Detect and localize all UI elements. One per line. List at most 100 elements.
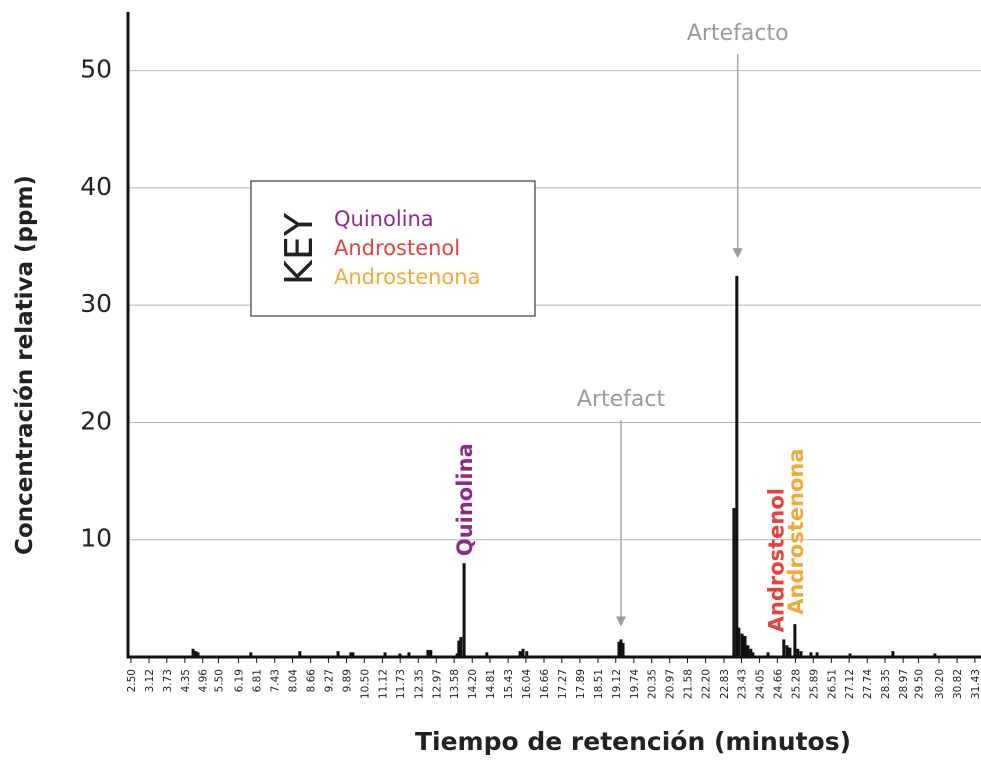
x-tick-label: 25.28 xyxy=(790,669,802,699)
annotation-label: Artefacto xyxy=(687,21,789,46)
x-tick-label: 9.27 xyxy=(323,669,335,692)
x-tick-label: 18.51 xyxy=(593,669,605,699)
x-tick-label: 22.83 xyxy=(719,669,731,699)
bar xyxy=(249,652,253,657)
bar xyxy=(398,653,402,657)
y-axis-label: Concentración relativa (ppm) xyxy=(12,175,38,555)
x-tick-label: 25.89 xyxy=(808,669,820,699)
y-tick-label: 40 xyxy=(80,172,112,201)
x-tick-label: 12.35 xyxy=(413,669,425,699)
bar xyxy=(196,652,200,657)
bar xyxy=(933,653,937,657)
bar xyxy=(848,653,852,657)
x-tick-label: 16.66 xyxy=(539,669,551,699)
x-tick-label: 19.12 xyxy=(611,669,623,699)
y-tick-label: 30 xyxy=(80,289,112,318)
bar xyxy=(735,275,739,657)
x-tick-label: 17.27 xyxy=(557,669,569,699)
x-tick-label: 14.20 xyxy=(467,669,479,699)
legend-entry: Quinolina xyxy=(334,207,434,231)
x-tick-label: 11.12 xyxy=(377,669,389,699)
x-axis-label: Tiempo de retención (minutos) xyxy=(415,727,851,756)
x-tick-label: 8.66 xyxy=(306,669,318,693)
x-tick-label: 12.97 xyxy=(431,669,443,699)
x-tick-label: 4.96 xyxy=(198,669,210,693)
bar xyxy=(749,648,753,657)
x-tick-label: 19.74 xyxy=(629,669,641,699)
y-tick-label: 20 xyxy=(80,406,112,435)
bar xyxy=(336,651,340,657)
x-tick-label: 4.35 xyxy=(180,669,192,692)
bar xyxy=(809,652,813,657)
bar xyxy=(891,651,895,657)
x-tick-label: 7.43 xyxy=(270,669,282,692)
x-tick-label: 3.73 xyxy=(162,669,174,692)
arrow-head xyxy=(616,616,627,627)
x-tick-label: 17.89 xyxy=(575,669,587,699)
bar xyxy=(485,652,489,657)
x-tick-label: 26.51 xyxy=(826,669,838,699)
x-tick-label: 31.43 xyxy=(970,669,981,699)
bar xyxy=(462,563,466,657)
bar xyxy=(518,651,522,657)
x-tick-label: 23.43 xyxy=(736,669,748,699)
x-tick-label: 5.50 xyxy=(213,669,225,692)
x-tick-label: 13.58 xyxy=(449,669,461,699)
x-tick-label: 29.50 xyxy=(914,669,926,699)
x-tick-label: 15.43 xyxy=(503,669,515,699)
bar xyxy=(349,652,353,657)
bar xyxy=(751,652,755,657)
x-tick-label: 14.81 xyxy=(485,669,497,699)
bar xyxy=(799,651,803,657)
bar xyxy=(459,637,463,657)
x-tick-label: 30.20 xyxy=(934,669,946,699)
x-tick-label: 10.50 xyxy=(359,669,371,699)
bar xyxy=(383,652,387,657)
x-tick-label: 8.04 xyxy=(288,669,300,693)
x-tick-label: 27.12 xyxy=(844,669,856,699)
legend-entry: Androstenol xyxy=(334,236,460,260)
bar xyxy=(194,651,198,657)
bar xyxy=(525,651,529,657)
x-tick-label: 21.58 xyxy=(683,669,695,699)
bar xyxy=(351,652,355,657)
bar xyxy=(426,649,430,657)
bar xyxy=(732,508,736,657)
bar xyxy=(621,642,625,657)
x-tick-label: 28.97 xyxy=(898,669,910,699)
y-tick-label: 10 xyxy=(80,524,112,553)
key-title: KEY xyxy=(277,212,321,285)
x-tick-label: 6.19 xyxy=(234,669,246,692)
x-tick-label: 20.35 xyxy=(647,669,659,699)
bar xyxy=(788,647,792,657)
bar xyxy=(793,624,797,657)
bar xyxy=(521,648,525,657)
legend-entry: Androstenona xyxy=(334,265,480,289)
bar xyxy=(746,645,750,657)
bar xyxy=(407,652,411,657)
bar xyxy=(619,639,623,657)
peak-label: Quinolina xyxy=(453,443,477,556)
key-box xyxy=(250,180,536,317)
x-tick-label: 30.82 xyxy=(952,669,964,699)
x-tick-label: 2.50 xyxy=(126,669,138,692)
bar xyxy=(191,648,195,657)
arrow-head xyxy=(732,248,743,259)
x-tick-label: 24.66 xyxy=(772,669,784,699)
x-tick-label: 27.74 xyxy=(862,669,874,699)
bar xyxy=(740,633,744,657)
peak-label: Androstenona xyxy=(784,448,808,614)
bar xyxy=(766,652,770,657)
x-tick-label: 6.81 xyxy=(252,669,264,692)
x-tick-label: 20.97 xyxy=(665,669,677,699)
annotation-label: Artefact xyxy=(577,387,666,412)
bar xyxy=(617,641,621,657)
bar xyxy=(429,649,433,657)
x-tick-label: 24.05 xyxy=(755,669,767,699)
x-tick-label: 3.12 xyxy=(144,669,156,692)
x-tick-label: 11.73 xyxy=(395,669,407,699)
peak-label: Androstenol xyxy=(765,488,789,632)
y-tick-label: 50 xyxy=(80,55,112,84)
